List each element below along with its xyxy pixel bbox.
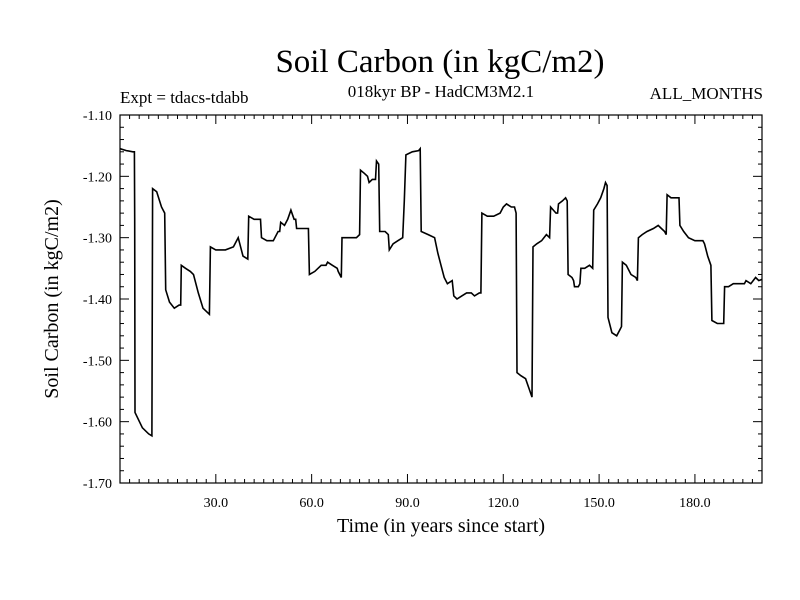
y-tick-label: -1.50 xyxy=(83,354,112,369)
plot-frame xyxy=(119,114,763,484)
y-tick-label: -1.40 xyxy=(83,293,112,308)
period-label: ALL_MONTHS xyxy=(649,84,763,103)
chart-subtitle: 018kyr BP - HadCM3M2.1 xyxy=(347,82,535,101)
x-tick-label: 150.0 xyxy=(583,496,615,511)
y-tick-label: -1.30 xyxy=(83,232,112,247)
data-series-line xyxy=(119,146,763,438)
y-tick-label: -1.10 xyxy=(83,109,112,124)
x-tick-label: 90.0 xyxy=(395,496,420,511)
experiment-label: Expt = tdacs-tdabb xyxy=(120,88,249,107)
x-axis-title: Time (in years since start) xyxy=(337,515,545,537)
x-tick-label: 180.0 xyxy=(679,496,711,511)
x-tick-label: 60.0 xyxy=(299,496,324,511)
y-tick-label: -1.60 xyxy=(83,416,112,431)
y-tick-label: -1.20 xyxy=(83,170,112,185)
x-tick-label: 30.0 xyxy=(204,496,229,511)
y-tick-label: -1.70 xyxy=(83,477,112,492)
chart-title: Soil Carbon (in kgC/m2) xyxy=(275,44,605,80)
x-tick-label: 120.0 xyxy=(488,496,520,511)
y-axis-title: Soil Carbon (in kgC/m2) xyxy=(41,199,63,398)
